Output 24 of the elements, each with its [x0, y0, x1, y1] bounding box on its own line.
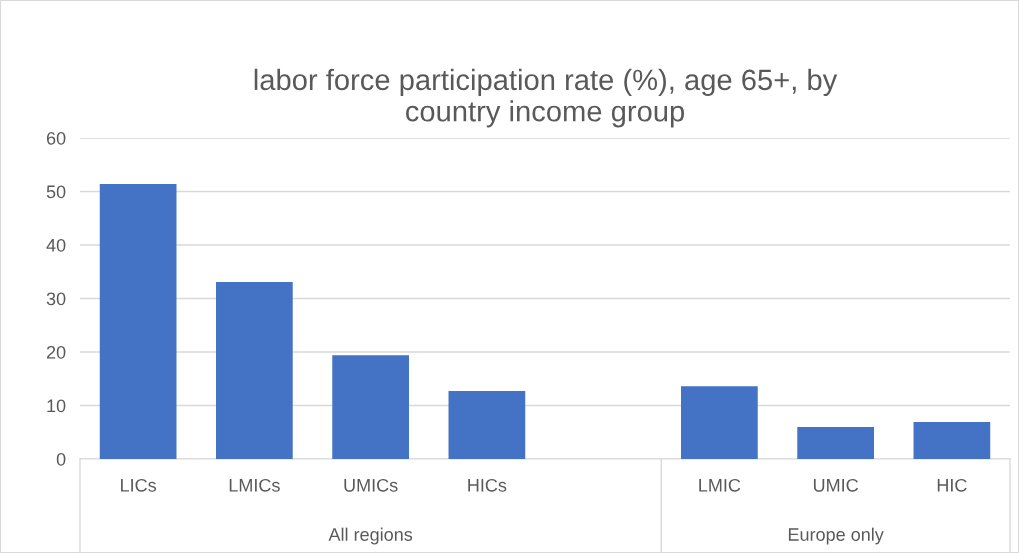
x-tick-label: LICs	[121, 478, 157, 492]
x-tick-label: HICs	[468, 478, 507, 492]
text: All regions	[328, 527, 413, 545]
y-tick-label: 10	[47, 399, 66, 413]
bar	[448, 391, 526, 459]
x-tick-label: UMIC	[813, 478, 858, 492]
x-tick-label: LMIC	[699, 478, 741, 492]
y-tick-label: 50	[46, 185, 66, 199]
y-tick-label: 60	[46, 131, 66, 145]
chart-title: labor force participation rate (%), age 65+, by country income group	[254, 68, 838, 128]
bar	[681, 386, 758, 459]
bar	[99, 184, 177, 459]
text: Europe only	[788, 527, 884, 545]
x-tick-label: HIC	[937, 478, 967, 492]
bar	[332, 355, 409, 459]
bar	[913, 422, 991, 459]
y-tick-label: 30	[46, 292, 66, 306]
y-tick-label: 20	[46, 345, 66, 359]
y-tick-label: 40	[46, 238, 66, 252]
bar	[797, 426, 874, 459]
y-tick-label: 0	[56, 452, 66, 466]
x-tick-label: UMICs	[344, 478, 398, 492]
bar	[216, 281, 293, 459]
x-tick-label: LMICs	[229, 478, 280, 492]
